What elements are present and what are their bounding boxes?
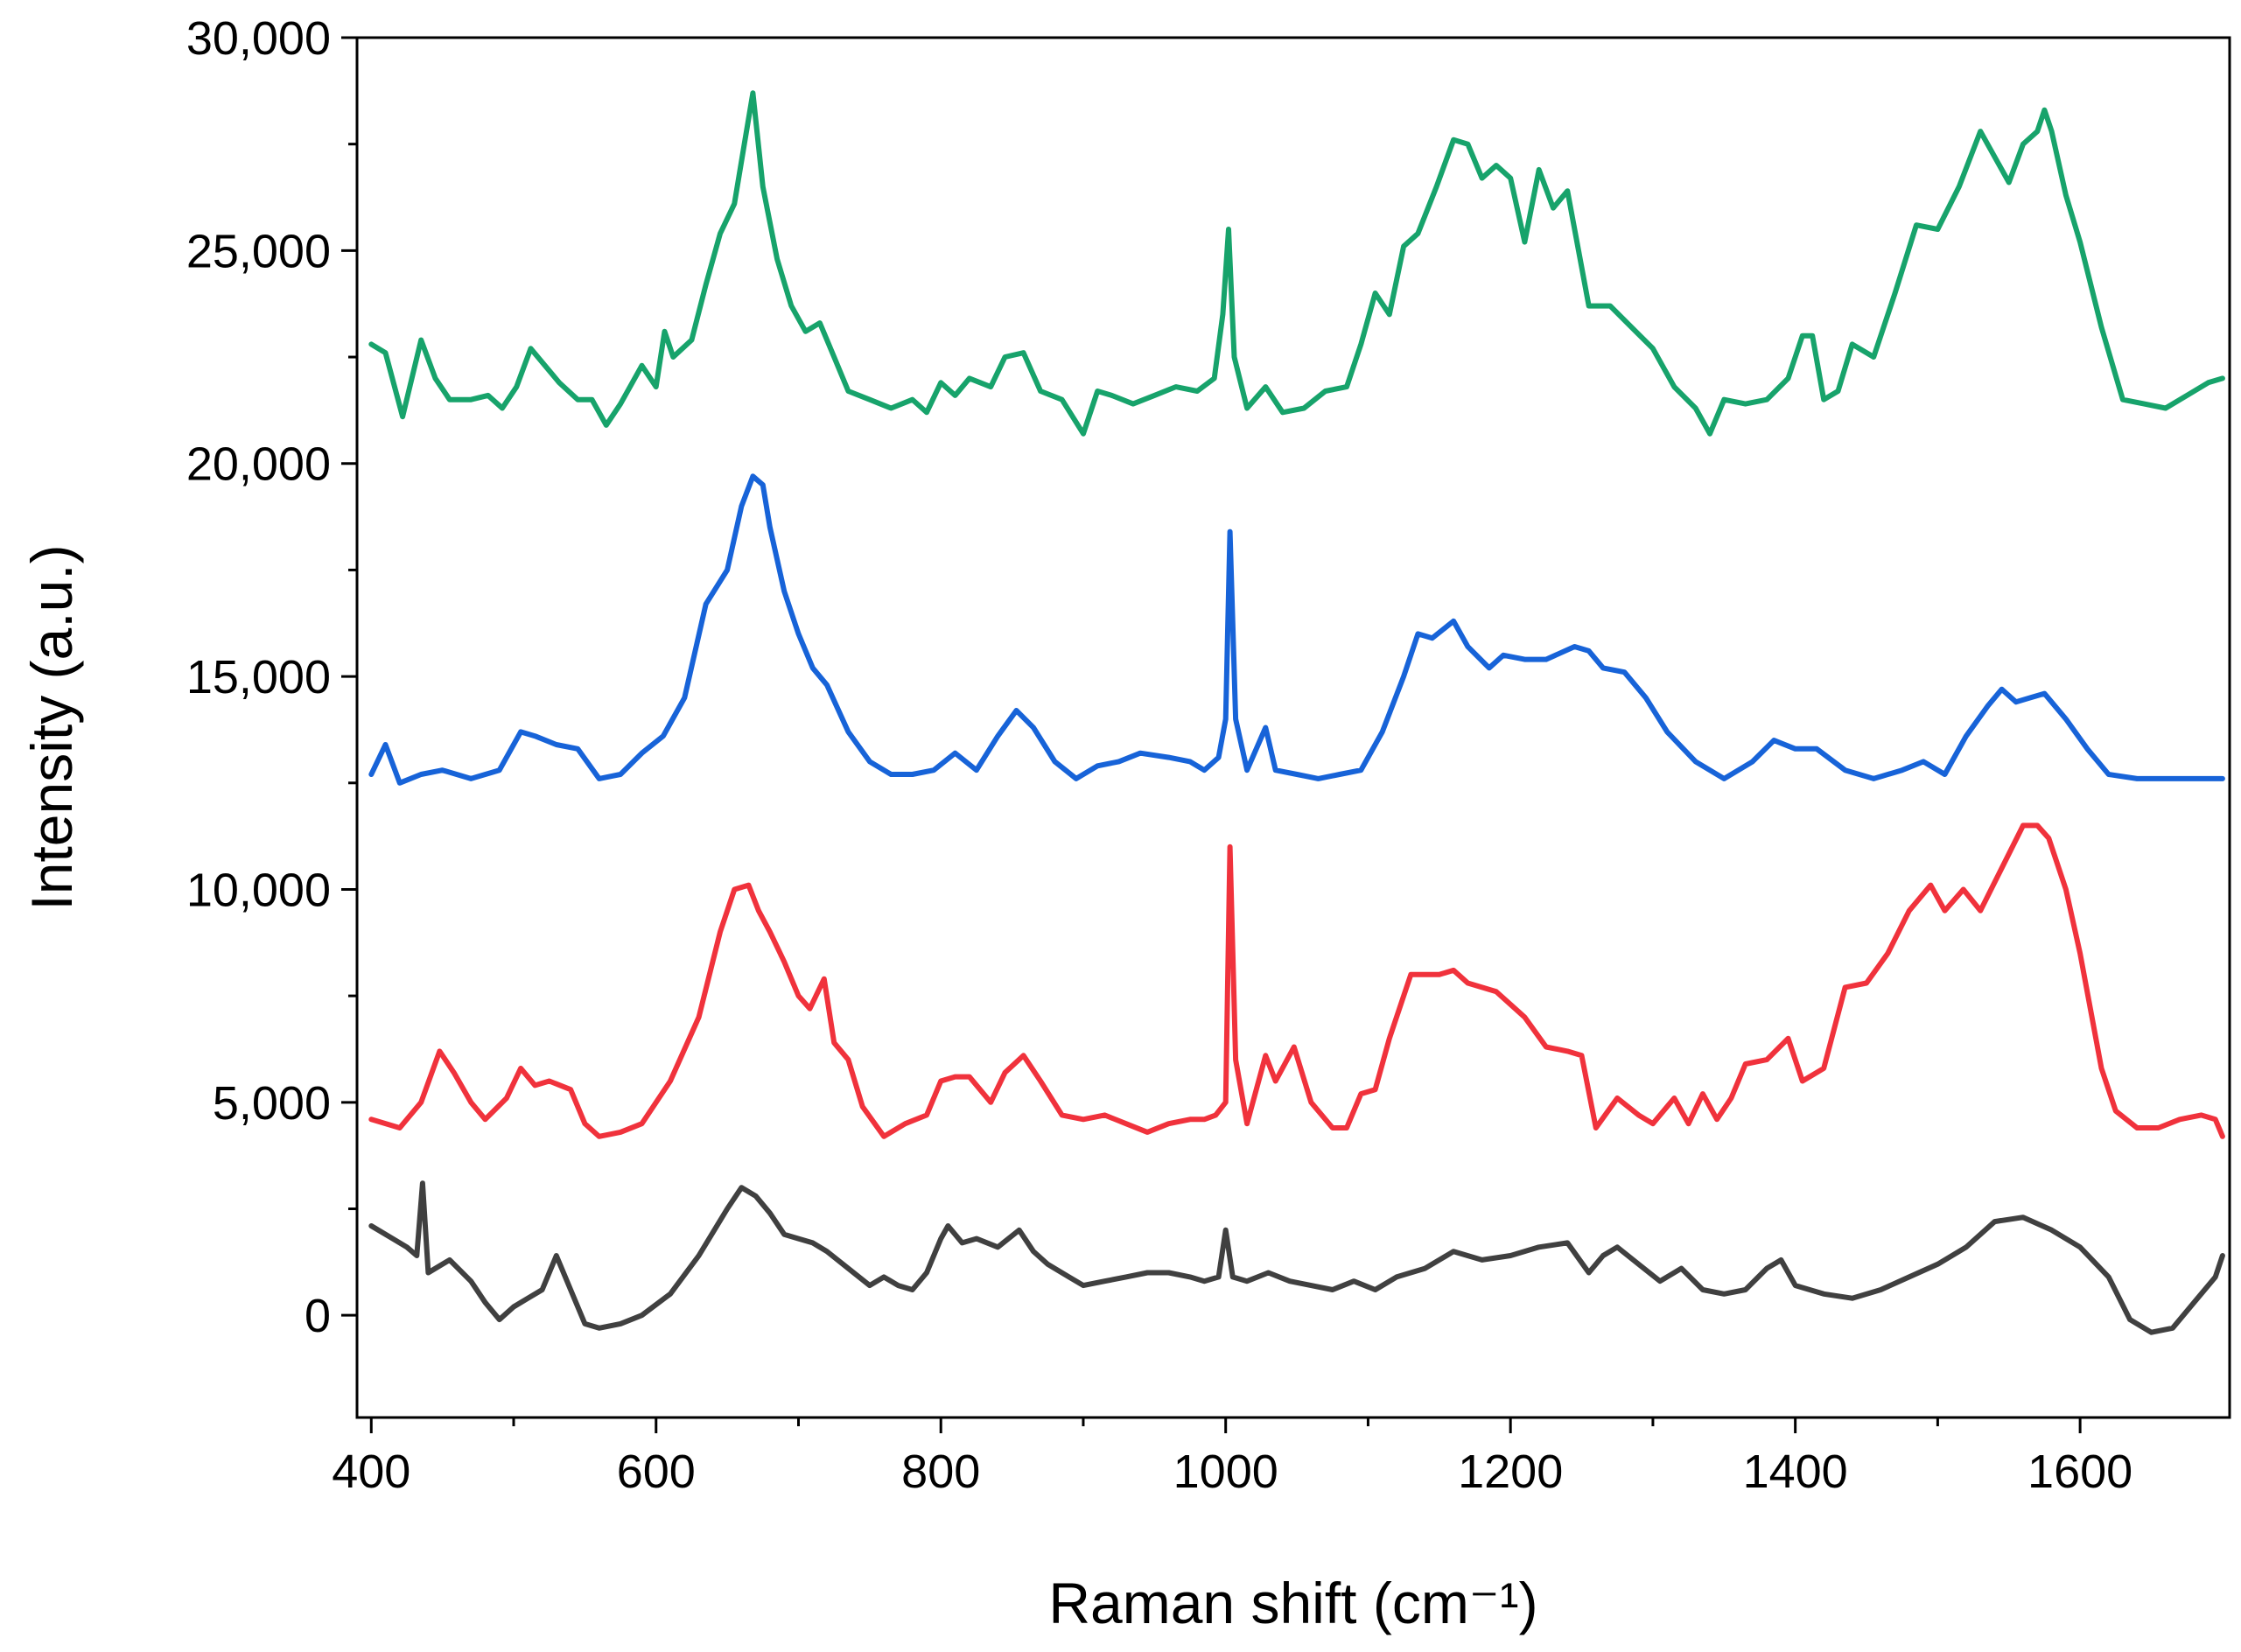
series-line-gray xyxy=(368,1180,2225,1335)
y-axis-title: Intensity (a.u.) xyxy=(19,544,84,910)
x-tick-label: 1200 xyxy=(1458,1446,1563,1498)
x-tick-label: 1600 xyxy=(2027,1446,2132,1498)
y-tick-label: 0 xyxy=(305,1290,331,1342)
y-tick-label: 5,000 xyxy=(213,1077,331,1130)
series-line-red xyxy=(368,822,2225,1139)
series-layer xyxy=(368,90,2225,1335)
series-line-green xyxy=(368,90,2225,437)
plot-frame xyxy=(355,36,2231,1419)
y-tick-label: 25,000 xyxy=(186,225,331,277)
y-tick-label: 20,000 xyxy=(186,438,331,491)
y-tick-label: 30,000 xyxy=(186,12,331,65)
x-tick-label: 600 xyxy=(617,1446,696,1498)
y-tick-label: 15,000 xyxy=(186,651,331,704)
y-tick-label: 10,000 xyxy=(186,864,331,916)
x-tick-label: 1000 xyxy=(1173,1446,1278,1498)
x-tick-label: 400 xyxy=(332,1446,410,1498)
series-line-blue xyxy=(368,473,2225,786)
x-tick-label: 1400 xyxy=(1743,1446,1848,1498)
y-axis: 0 5,000 10,000 15,000 20,000 25,000 30,000 xyxy=(186,12,357,1342)
x-tick-label: 800 xyxy=(901,1446,980,1498)
x-axis-title: Raman shift (cm⁻¹) xyxy=(1048,1571,1537,1635)
x-axis: 400 600 800 1000 1200 1400 1600 xyxy=(332,1418,2132,1498)
